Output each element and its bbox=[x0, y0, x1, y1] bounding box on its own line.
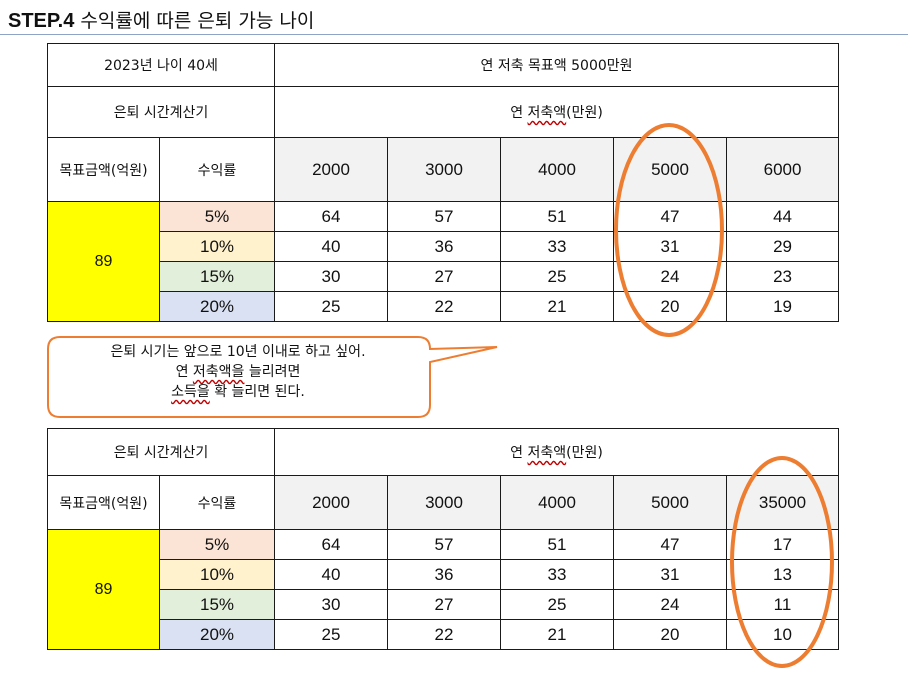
rate-cell: 10% bbox=[159, 559, 275, 590]
age-value: 33 bbox=[500, 559, 614, 590]
annual-savings-header: 연 저축액(만원) bbox=[274, 428, 839, 476]
age-value: 24 bbox=[613, 589, 727, 620]
table-row: 89 5% 64 57 51 47 44 bbox=[47, 201, 840, 322]
age-value: 64 bbox=[274, 201, 388, 232]
age-value: 44 bbox=[725, 201, 840, 232]
savings-column-header: 4000 bbox=[500, 137, 614, 202]
age-value: 29 bbox=[725, 231, 840, 262]
age-value: 33 bbox=[500, 231, 614, 262]
savings-column-header: 6000 bbox=[725, 137, 840, 202]
retirement-table-1: 2023년 나이 40세 연 저축 목표액 5000만원 은퇴 시간계산기 연 … bbox=[47, 43, 840, 322]
title-text: 수익률에 따른 은퇴 가능 나이 bbox=[74, 10, 315, 32]
callout-emphasis: 저축액을 bbox=[192, 364, 245, 380]
age-value: 47 bbox=[613, 201, 727, 232]
age-value: 30 bbox=[274, 589, 388, 620]
savings-word: 저축액 bbox=[527, 105, 567, 121]
savings-column-header: 3000 bbox=[387, 137, 501, 202]
rate-cell: 5% bbox=[159, 201, 275, 232]
calculator-label: 은퇴 시간계산기 bbox=[47, 428, 275, 476]
age-value: 27 bbox=[387, 589, 501, 620]
age-value: 25 bbox=[500, 261, 614, 292]
age-value: 13 bbox=[726, 559, 839, 590]
savings-word: 저축액 bbox=[527, 445, 567, 461]
title-underline bbox=[0, 34, 908, 35]
age-value: 17 bbox=[726, 529, 839, 560]
savings-column-header: 5000 bbox=[613, 475, 727, 530]
age-value: 11 bbox=[726, 589, 839, 620]
age-value: 47 bbox=[613, 529, 727, 560]
age-value: 51 bbox=[500, 529, 614, 560]
step-label: STEP.4 bbox=[8, 10, 75, 32]
savings-column-header: 3000 bbox=[387, 475, 501, 530]
return-rate-header: 수익률 bbox=[159, 137, 275, 202]
table-row: 10% 40 36 33 31 29 bbox=[48, 231, 840, 262]
age-value: 21 bbox=[500, 619, 614, 650]
page-title: STEP.4 수익률에 따른 은퇴 가능 나이 bbox=[8, 6, 314, 33]
callout-emphasis: 소득을 bbox=[171, 384, 210, 400]
age-value: 24 bbox=[613, 261, 727, 292]
age-value: 36 bbox=[387, 231, 501, 262]
savings-column-header: 2000 bbox=[274, 475, 388, 530]
age-value: 57 bbox=[387, 529, 501, 560]
age-value: 25 bbox=[500, 589, 614, 620]
table-row: 15% 30 27 25 24 11 bbox=[48, 589, 839, 620]
age-value: 21 bbox=[500, 291, 614, 322]
age-value: 57 bbox=[387, 201, 501, 232]
rate-cell: 20% bbox=[159, 619, 275, 650]
savings-column-header: 2000 bbox=[274, 137, 388, 202]
savings-column-header: 5000 bbox=[613, 137, 727, 202]
title-bar: STEP.4 수익률에 따른 은퇴 가능 나이 bbox=[0, 0, 908, 36]
age-value: 22 bbox=[387, 619, 501, 650]
rate-cell: 5% bbox=[159, 529, 275, 560]
callout-line: 은퇴 시기는 앞으로 10년 이내로 하고 싶어. bbox=[110, 344, 366, 360]
goal-amount-cell: 89 bbox=[47, 529, 160, 650]
age-value: 19 bbox=[725, 291, 840, 322]
rate-cell: 10% bbox=[159, 231, 275, 262]
rate-cell: 15% bbox=[159, 589, 275, 620]
age-value: 25 bbox=[274, 619, 388, 650]
callout-text: 은퇴 시기는 앞으로 10년 이내로 하고 싶어. 연 저축액을 늘리려면 소득… bbox=[48, 342, 428, 402]
table-row: 89 5% 64 57 51 47 17 bbox=[47, 529, 839, 650]
callout-line: 연 저축액을 늘리려면 bbox=[175, 364, 301, 380]
age-value: 27 bbox=[387, 261, 501, 292]
age-value: 10 bbox=[726, 619, 839, 650]
rate-cell: 15% bbox=[159, 261, 275, 292]
age-value: 22 bbox=[387, 291, 501, 322]
table-row: 20% 25 22 21 20 19 bbox=[48, 291, 840, 322]
savings-column-header: 35000 bbox=[726, 475, 839, 530]
table-row: 15% 30 27 25 24 23 bbox=[48, 261, 840, 292]
age-value: 20 bbox=[613, 619, 727, 650]
savings-goal-cell: 연 저축 목표액 5000만원 bbox=[273, 43, 840, 87]
age-value: 64 bbox=[274, 529, 388, 560]
savings-column-header: 4000 bbox=[500, 475, 614, 530]
age-value: 31 bbox=[613, 559, 727, 590]
age-value: 51 bbox=[500, 201, 614, 232]
rate-cell: 20% bbox=[159, 291, 275, 322]
goal-amount-cell: 89 bbox=[47, 201, 160, 322]
annual-savings-header: 연 저축액(만원) bbox=[273, 86, 840, 138]
callout-line: 소득을 확 늘리면 된다. bbox=[171, 384, 305, 400]
table-row: 20% 25 22 21 20 10 bbox=[48, 619, 839, 650]
age-value: 40 bbox=[274, 559, 388, 590]
goal-amount-header: 목표금액(억원) bbox=[47, 475, 160, 530]
age-value: 23 bbox=[725, 261, 840, 292]
age-value: 40 bbox=[274, 231, 388, 262]
age-value: 20 bbox=[613, 291, 727, 322]
age-value: 36 bbox=[387, 559, 501, 590]
goal-amount-header: 목표금액(억원) bbox=[47, 137, 160, 202]
age-value: 31 bbox=[613, 231, 727, 262]
table-row: 10% 40 36 33 31 13 bbox=[48, 559, 839, 590]
age-value: 30 bbox=[274, 261, 388, 292]
age-value: 25 bbox=[274, 291, 388, 322]
retirement-table-2: 은퇴 시간계산기 연 저축액(만원) 목표금액(억원) 수익률 2000 300… bbox=[47, 428, 839, 650]
age-cell: 2023년 나이 40세 bbox=[47, 43, 275, 87]
calculator-label: 은퇴 시간계산기 bbox=[47, 86, 275, 138]
return-rate-header: 수익률 bbox=[159, 475, 275, 530]
